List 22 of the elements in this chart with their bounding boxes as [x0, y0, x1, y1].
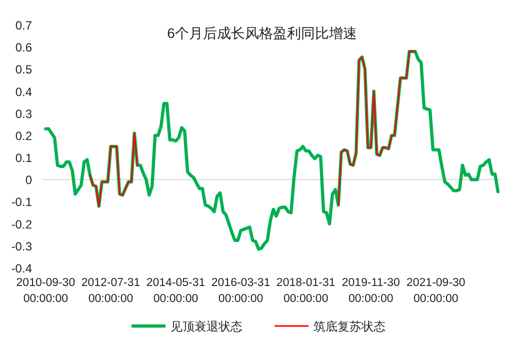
y-tick-label: -0.1 — [11, 195, 32, 210]
title: 6个月后成长风格盈利同比增速 — [167, 25, 357, 41]
x-tick-label: 2021-09-30 00:00:00 — [406, 277, 466, 305]
legend-label: 见顶衰退状态 — [170, 320, 242, 334]
y-tick-label: 0.5 — [15, 62, 32, 77]
legend-label: 筑底复苏状态 — [314, 320, 386, 334]
x-tick-label: 2014-05-31 00:00:00 — [146, 277, 206, 305]
y-tick-label: 0.2 — [15, 128, 32, 143]
y-tick-label: 0.1 — [15, 151, 32, 166]
y-tick-label: -0.3 — [11, 239, 32, 254]
y-tick-label: -0.2 — [11, 217, 32, 232]
x-tick-label: 2016-03-31 00:00:00 — [211, 277, 270, 305]
x-tick-label: 2019-11-30 00:00:00 — [342, 277, 400, 305]
x-tick-label: 2018-01-31 00:00:00 — [276, 277, 336, 305]
x-tick-label: 2012-07-31 00:00:00 — [81, 277, 140, 305]
y-tick-label: -0.4 — [11, 262, 32, 276]
y-tick-label: 0 — [25, 173, 32, 188]
y-tick-label: 0.3 — [15, 106, 32, 121]
y-tick-label: 0.7 — [15, 18, 32, 32]
y-tick-label: 0.4 — [15, 84, 32, 99]
y-tick-label: 0.6 — [15, 40, 32, 55]
x-tick-label: 2010-09-30 00:00:00 — [16, 277, 76, 305]
